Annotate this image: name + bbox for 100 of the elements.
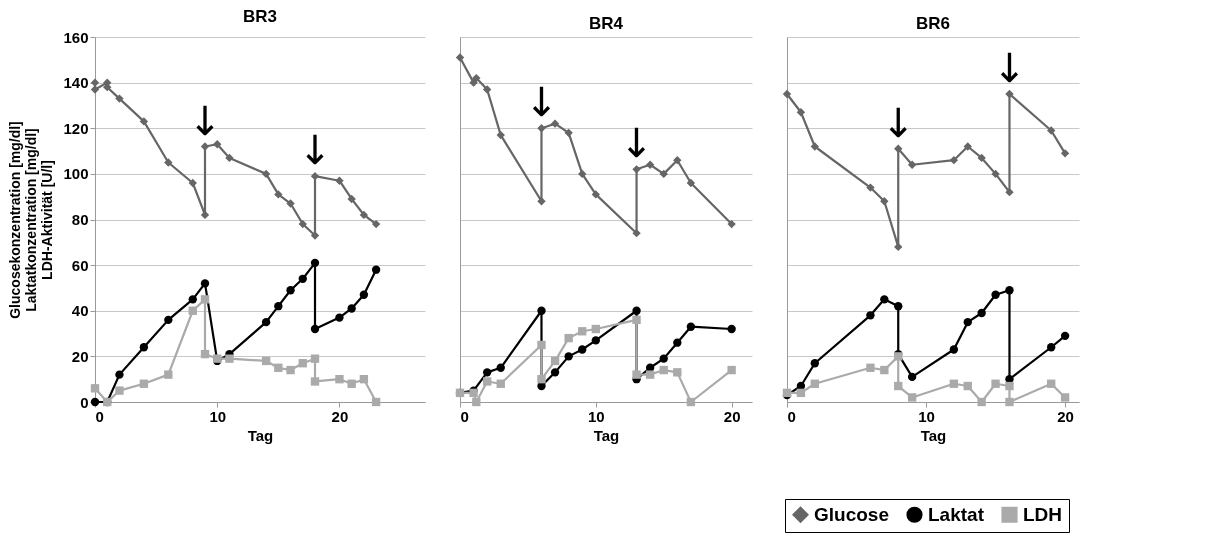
- point: [977, 153, 986, 163]
- point: [496, 130, 505, 140]
- x-tick-label: 20: [723, 407, 741, 425]
- point: [225, 354, 234, 363]
- point: [632, 370, 641, 379]
- point: [347, 304, 356, 313]
- point: [949, 379, 959, 388]
- point: [371, 265, 381, 274]
- point: [550, 368, 560, 377]
- point: [907, 160, 917, 169]
- x-tick-label: 10: [209, 407, 227, 425]
- point: [810, 359, 819, 368]
- legend-label: Laktat: [928, 503, 985, 525]
- point: [469, 78, 478, 87]
- point: [188, 295, 197, 304]
- point: [907, 393, 917, 402]
- x-tick-label: 20: [331, 407, 349, 425]
- point: [550, 119, 560, 128]
- legend-label: LDH: [1023, 503, 1063, 525]
- point: [673, 338, 682, 347]
- annotation: ↓: [881, 99, 915, 146]
- point: [359, 375, 369, 384]
- point: [1047, 379, 1056, 388]
- chart-title: BR6: [915, 14, 951, 33]
- point: [139, 343, 149, 352]
- point: [496, 363, 505, 372]
- point: [907, 372, 917, 382]
- x-tick-label: 10: [587, 407, 605, 425]
- point: [188, 178, 197, 188]
- point: [810, 379, 819, 388]
- point: [213, 140, 222, 149]
- point: [115, 94, 124, 103]
- point: [537, 340, 546, 350]
- point: [963, 142, 972, 151]
- point: [286, 199, 295, 208]
- point: [659, 365, 668, 375]
- point: [1060, 331, 1070, 341]
- y-tick-label: 60: [71, 256, 89, 274]
- point: [274, 302, 283, 311]
- point: [200, 295, 210, 304]
- point: [537, 306, 546, 315]
- point: [727, 365, 736, 375]
- point: [810, 142, 819, 151]
- point: [796, 388, 806, 398]
- point: [591, 336, 600, 345]
- point: [298, 274, 307, 283]
- point: [991, 290, 1000, 299]
- point: [578, 345, 587, 354]
- point: [310, 324, 320, 334]
- point: [977, 397, 986, 407]
- point: [991, 169, 1000, 179]
- point: [482, 368, 492, 377]
- x-tick-label: 10: [918, 407, 935, 425]
- point: [1047, 343, 1056, 352]
- point: [991, 379, 1000, 388]
- point: [200, 279, 210, 288]
- point: [1005, 187, 1014, 197]
- point: [310, 377, 320, 386]
- point: [632, 165, 641, 174]
- point: [963, 381, 972, 391]
- point: [335, 375, 344, 384]
- annotation: ↓: [188, 97, 222, 144]
- point: [564, 128, 573, 137]
- point: [359, 290, 369, 299]
- point: [894, 144, 903, 153]
- point: [686, 322, 696, 331]
- x-axis-title: Tag: [593, 426, 620, 444]
- point: [894, 242, 903, 252]
- y-axis-title: Glucosekonzentration [mg/dl] Laktatkonzentration [mg/dl] LDH-Aktivität [U/l]: [7, 121, 56, 319]
- point: [347, 194, 356, 204]
- point: [359, 210, 369, 220]
- point: [90, 384, 100, 393]
- chart-title: BR4: [588, 14, 624, 33]
- annotation: ↓: [524, 79, 559, 126]
- point: [537, 124, 546, 133]
- point: [659, 169, 668, 179]
- x-axis-title: Tag: [247, 426, 274, 444]
- point: [894, 302, 903, 311]
- point: [310, 258, 320, 268]
- point: [591, 190, 600, 199]
- point: [90, 78, 100, 87]
- x-tick-label: 0: [460, 407, 469, 425]
- point: [335, 313, 344, 322]
- point: [298, 359, 307, 368]
- point: [949, 156, 959, 165]
- point: [164, 370, 173, 379]
- point: [564, 352, 573, 361]
- point: [164, 158, 173, 167]
- point: [482, 377, 492, 386]
- point: [200, 349, 210, 359]
- point: [1005, 381, 1014, 391]
- point: [1005, 89, 1014, 99]
- point: [537, 197, 546, 206]
- point: [578, 169, 587, 179]
- x-tick-label: 20: [1057, 407, 1074, 425]
- point: [727, 324, 736, 334]
- point: [274, 190, 283, 199]
- point: [472, 397, 481, 407]
- point: [90, 85, 100, 94]
- point: [115, 370, 124, 379]
